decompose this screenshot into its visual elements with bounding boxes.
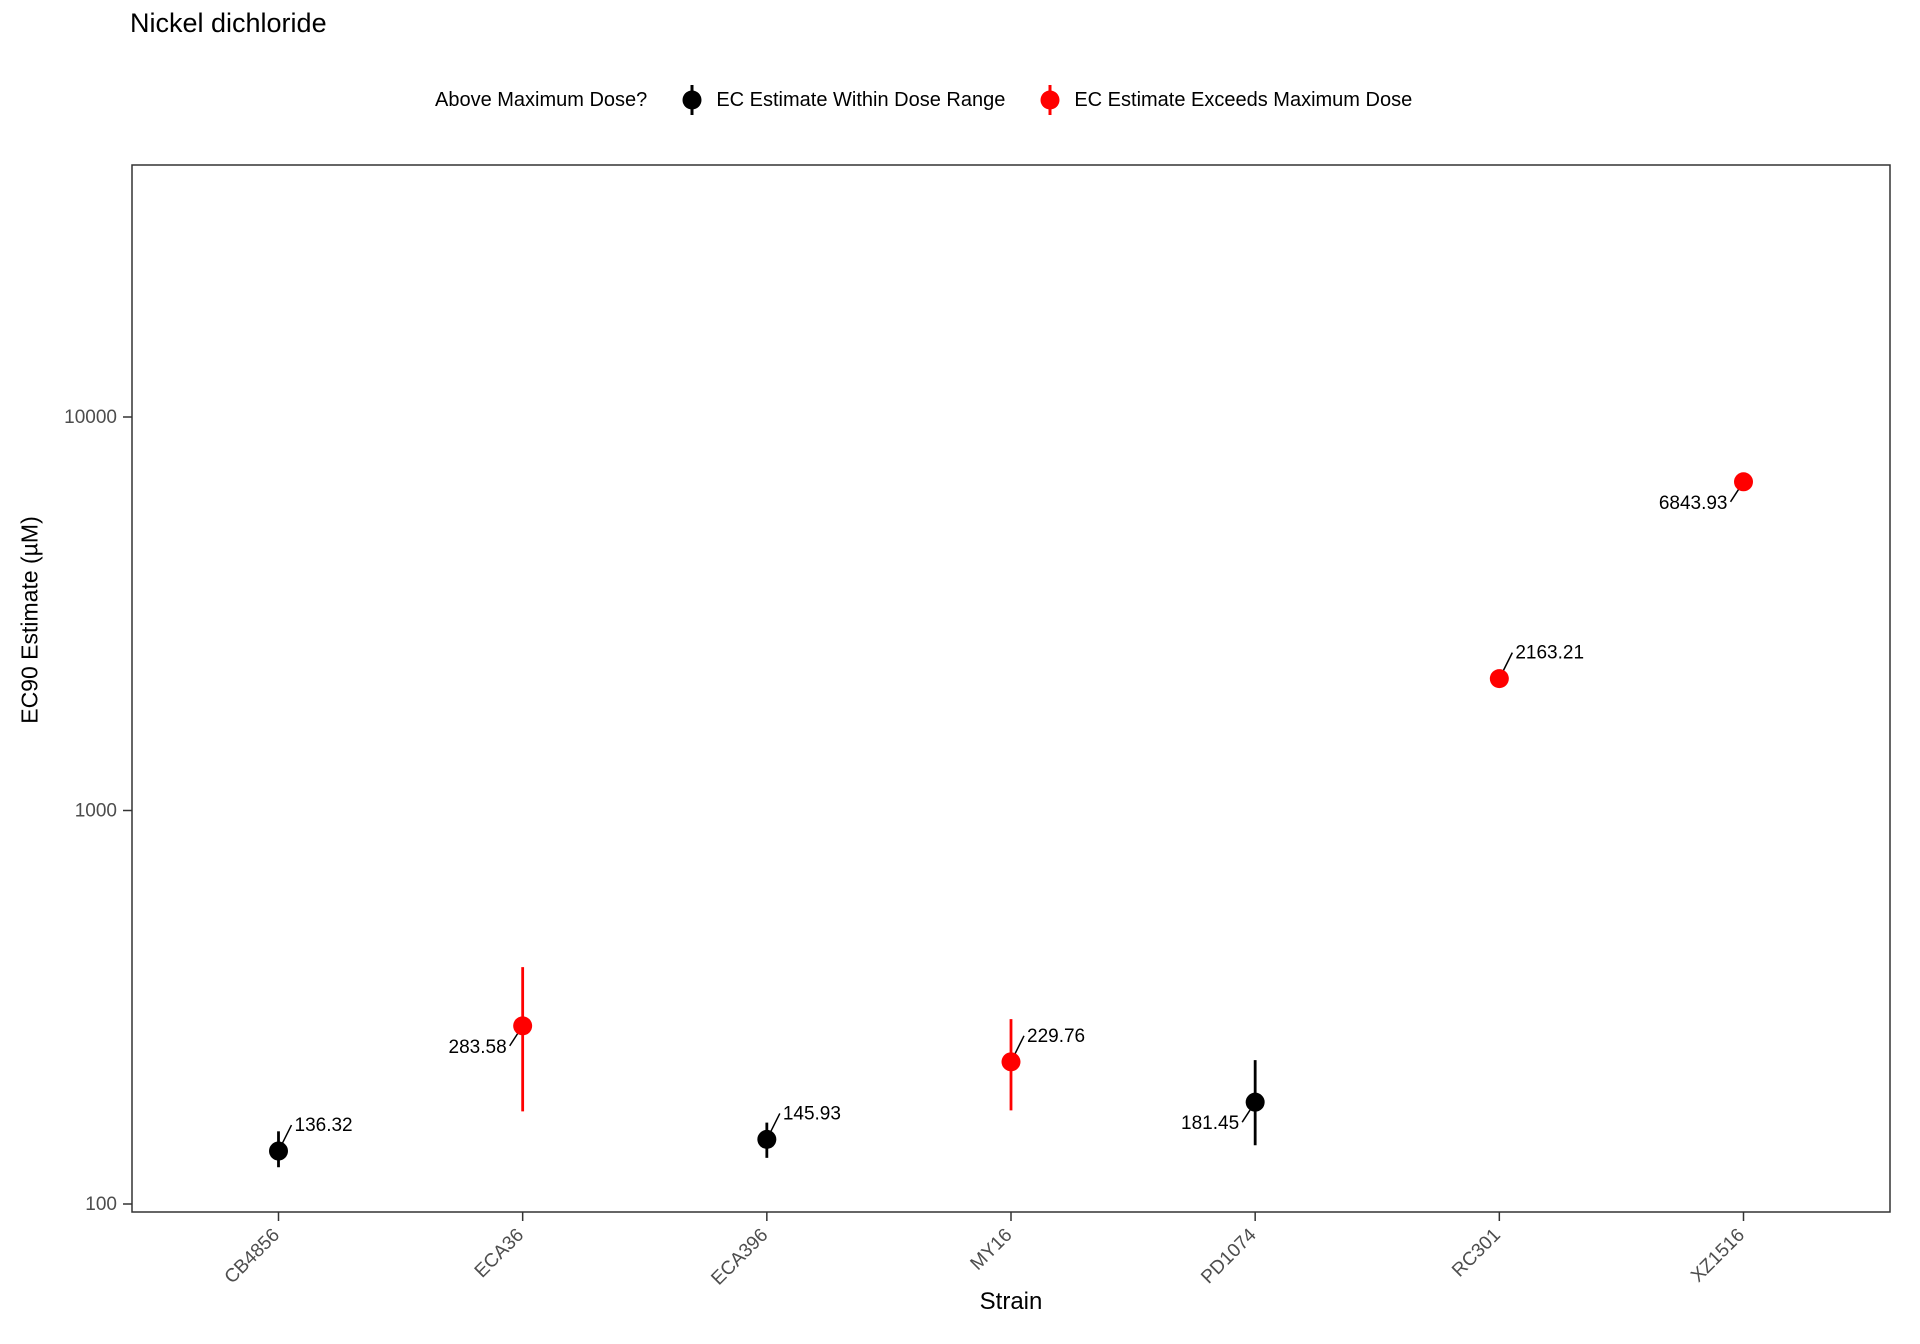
- point-range-key-icon: [1039, 82, 1061, 118]
- x-tick-label-MY16: MY16: [967, 1225, 1017, 1275]
- x-tick-label-CB4856: CB4856: [221, 1225, 284, 1288]
- legend-key-dot: [682, 90, 702, 110]
- data-point-XZ1516: [1734, 472, 1753, 492]
- x-tick-label-ECA36: ECA36: [471, 1225, 528, 1282]
- point-value-label-ECA396: 145.93: [783, 1103, 841, 1124]
- legend-entry-exceeds-max: EC Estimate Exceeds Maximum Dose: [1039, 82, 1412, 118]
- data-point-RC301: [1489, 669, 1509, 689]
- y-tick-label: 100: [85, 1194, 117, 1215]
- chart-title: Nickel dichloride: [130, 8, 327, 38]
- point-range-key-icon: [681, 82, 703, 118]
- data-point-ECA396: [757, 1129, 777, 1149]
- legend-entry-label: EC Estimate Within Dose Range: [716, 88, 1006, 111]
- x-tick-label-RC301: RC301: [1448, 1225, 1505, 1282]
- point-value-label-MY16: 229.76: [1027, 1026, 1085, 1047]
- data-point-ECA36: [513, 1016, 533, 1036]
- point-value-label-RC301: 2163.21: [1515, 643, 1584, 664]
- legend-entry-within-range: EC Estimate Within Dose Range: [681, 82, 1005, 118]
- point-value-label-ECA36: 283.58: [449, 1037, 507, 1058]
- point-value-label-XZ1516: 6843.93: [1659, 493, 1728, 514]
- legend-entry-label: EC Estimate Exceeds Maximum Dose: [1074, 88, 1413, 111]
- legend-title: Above Maximum Dose?: [435, 88, 648, 111]
- point-value-label-PD1074: 181.45: [1181, 1113, 1239, 1134]
- y-tick-label: 10000: [64, 407, 117, 428]
- x-axis-title: Strain: [979, 1288, 1043, 1315]
- y-axis-title: EC90 Estimate (µM): [16, 516, 43, 724]
- data-point-CB4856: [269, 1141, 288, 1161]
- data-point-PD1074: [1245, 1092, 1265, 1112]
- x-tick-label-PD1074: PD1074: [1197, 1224, 1261, 1288]
- point-value-label-CB4856: 136.32: [295, 1115, 353, 1136]
- data-point-MY16: [1001, 1052, 1021, 1072]
- legend: Above Maximum Dose? EC Estimate Within D…: [435, 82, 1412, 118]
- y-tick-label: 1000: [75, 801, 117, 822]
- x-tick-label-ECA396: ECA396: [707, 1225, 772, 1290]
- x-tick-label-XZ1516: XZ1516: [1687, 1225, 1749, 1287]
- legend-key-dot: [1040, 90, 1060, 110]
